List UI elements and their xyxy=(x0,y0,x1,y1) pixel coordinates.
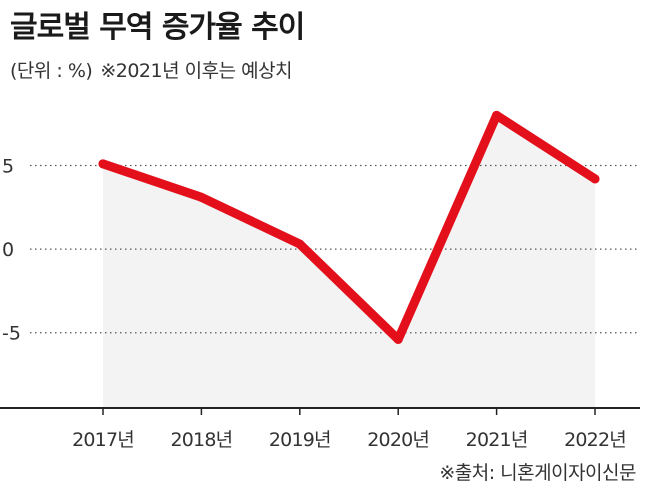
forecast-note: ※2021년 이후는 예상치 xyxy=(100,60,293,82)
grid-lines xyxy=(30,164,640,334)
data-point xyxy=(393,334,403,344)
data-point xyxy=(590,174,600,184)
data-point xyxy=(295,239,305,249)
x-tick-label: 2018년 xyxy=(170,429,232,451)
data-point xyxy=(196,192,206,202)
x-tick-label: 2017년 xyxy=(72,429,134,451)
data-point xyxy=(98,159,108,169)
x-tick-label: 2022년 xyxy=(564,429,626,451)
series-line xyxy=(98,110,600,344)
data-point xyxy=(492,110,502,120)
plot-area-group xyxy=(103,115,595,408)
x-tick-label: 2021년 xyxy=(466,429,528,451)
y-ticks: 5 0 -5 xyxy=(2,156,21,345)
y-tick-label: 5 xyxy=(2,156,14,178)
x-ticks: 2017년 2018년 2019년 2020년 2021년 2022년 xyxy=(72,408,627,451)
y-tick-label: 0 xyxy=(2,239,14,261)
y-tick-label: -5 xyxy=(2,323,21,345)
x-tick-label: 2019년 xyxy=(269,429,331,451)
chart-subtitle: (단위 : %) ※2021년 이후는 예상치 xyxy=(10,56,293,83)
chart-title: 글로벌 무역 증가율 추이 xyxy=(10,10,305,45)
data-points xyxy=(98,110,600,344)
source-note: ※출처: 니혼게이자이신문 xyxy=(439,462,636,484)
x-tick-label: 2020년 xyxy=(367,429,429,451)
area-fill xyxy=(103,115,595,408)
unit-note: (단위 : %) xyxy=(10,60,93,82)
